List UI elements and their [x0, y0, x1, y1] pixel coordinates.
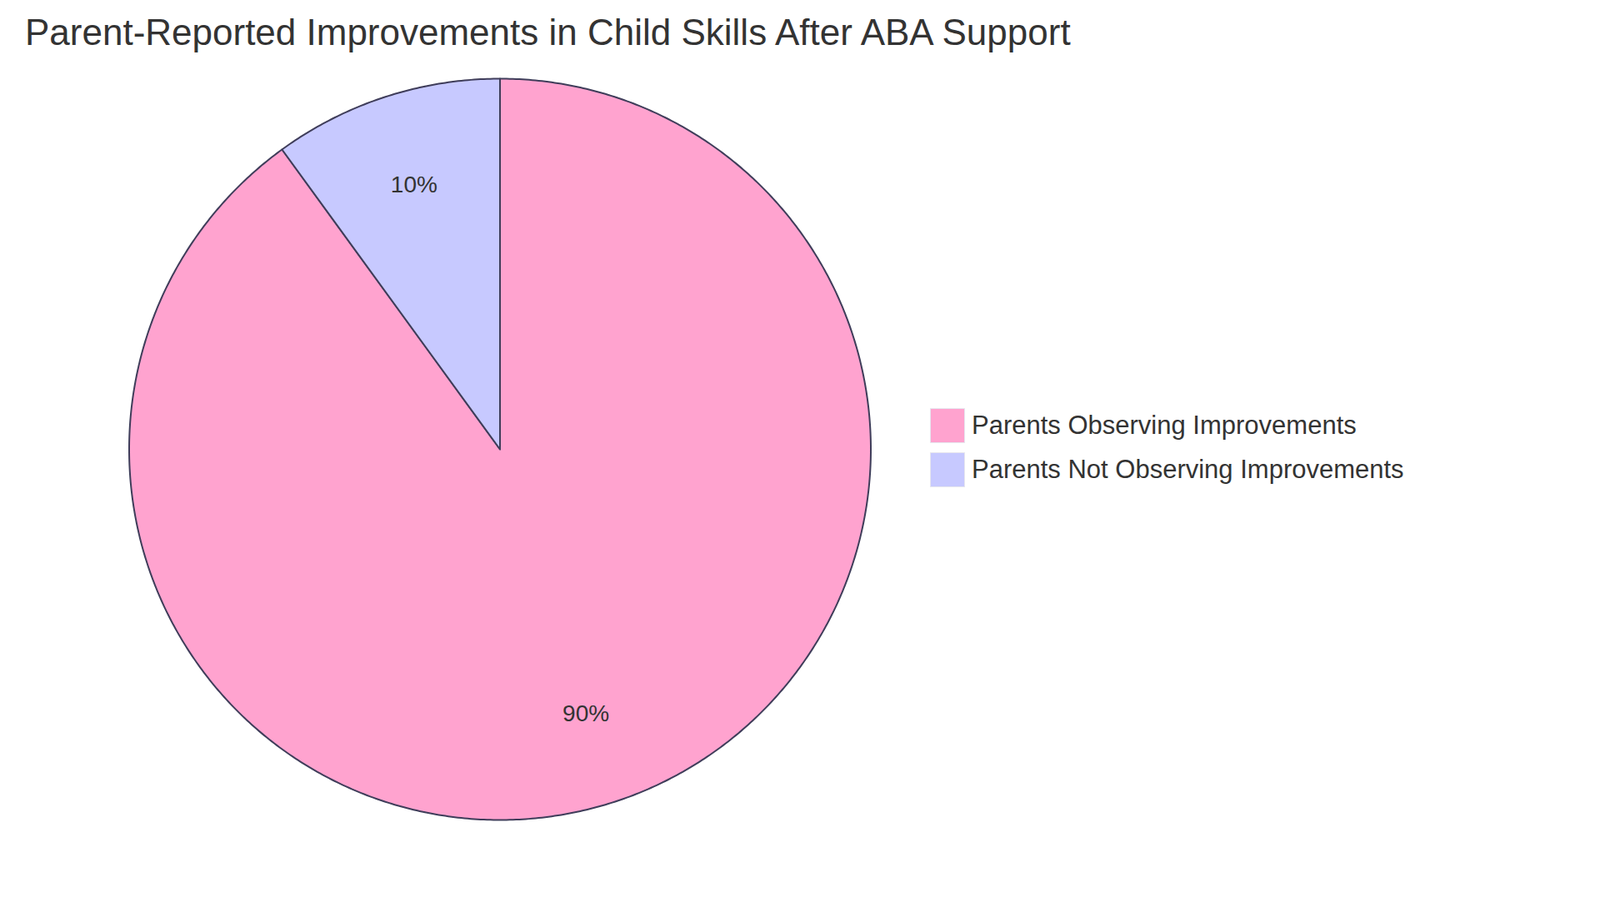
html-text:Parents Not Observing Improvem: Parents Not Observing Improvements: [971, 454, 1404, 484]
svg-text:10%: 10%: [390, 171, 438, 198]
html-text:Parent-Reported Improvements i: Parent-Reported Improvements in Child Sk…: [25, 11, 1071, 53]
svg-text:90%: 90%: [562, 700, 610, 727]
html-text:Parents Observing Improvements: Parents Observing Improvements: [971, 410, 1357, 440]
